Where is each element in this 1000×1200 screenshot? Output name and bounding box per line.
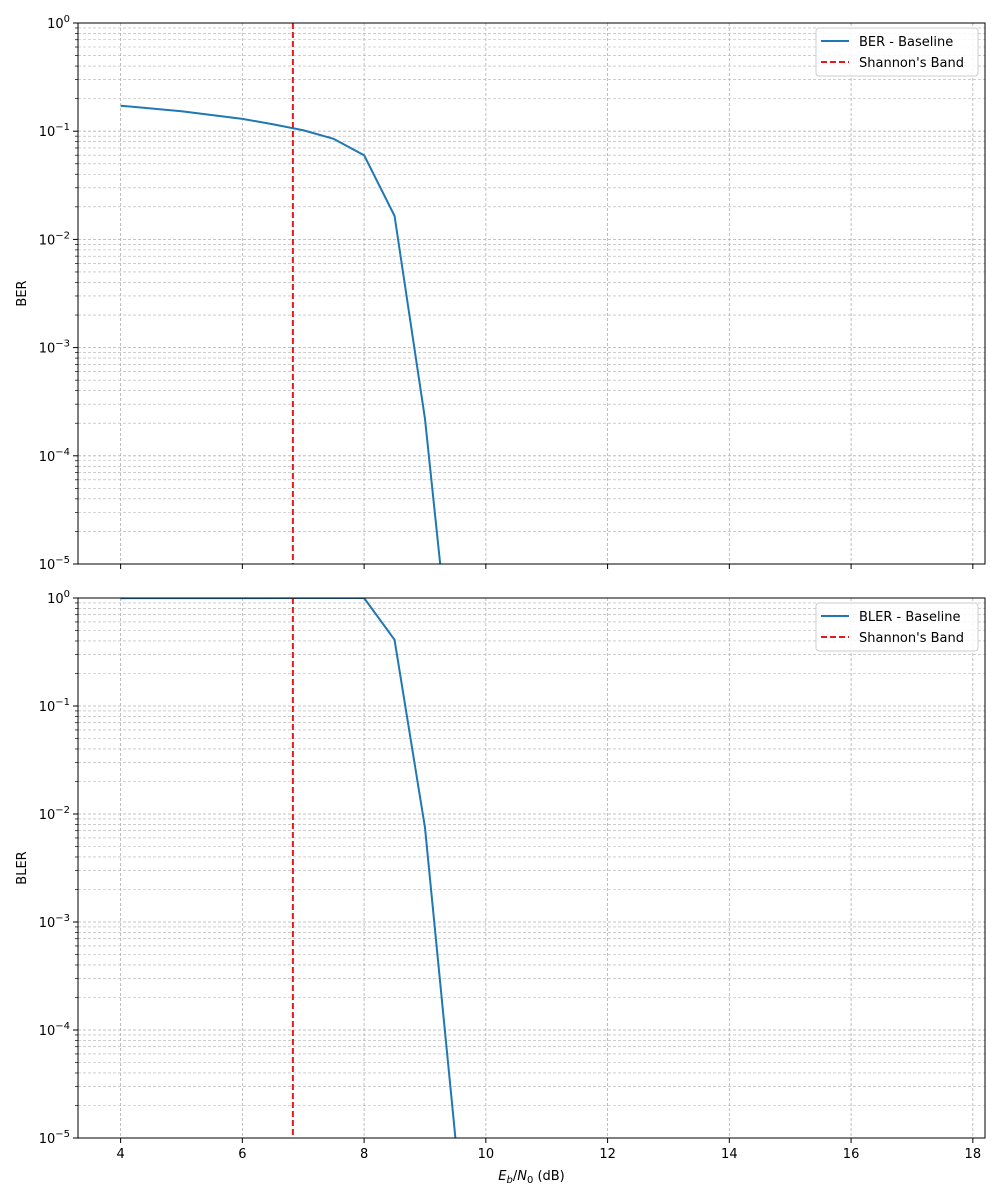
x-axis (120, 564, 974, 569)
grid (78, 22, 985, 565)
y-tick-label: 10−4 (39, 447, 70, 465)
y-tick-label: 100 (47, 14, 70, 32)
grid (78, 597, 985, 1139)
axes-frame (77, 597, 986, 1139)
legend-box (815, 602, 979, 652)
plot-area (120, 598, 457, 1138)
legend-label: BLER - Baseline (859, 610, 960, 625)
series-line (120, 598, 457, 1138)
y-tick-label: 10−2 (39, 805, 70, 823)
legend: BER - Baseline Shannon's Band (815, 27, 979, 77)
y-tick-label: 100 (47, 589, 70, 607)
x-tick-label: 10 (478, 1147, 495, 1162)
y-axis: 10−5 10−4 10−3 10−2 10−1 100 (39, 589, 78, 1147)
x-tick-label: 14 (721, 1147, 738, 1162)
legend-box (815, 27, 979, 77)
y-tick-label: 10−5 (39, 1129, 70, 1147)
series-line (120, 104, 442, 564)
legend: BLER - Baseline Shannon's Band (815, 602, 979, 652)
legend-label: BER - Baseline (859, 35, 953, 50)
y-axis: 10−5 10−4 10−3 10−2 10−1 100 (39, 14, 78, 573)
x-tick-label: 6 (238, 1147, 246, 1162)
bler-panel: 10−5 10−4 10−3 10−2 10−1 100 4 6 8 10 12 14 16 18 BLER… (15, 589, 986, 1186)
y-tick-label: 10−3 (39, 339, 70, 357)
x-tick-label: 18 (965, 1147, 982, 1162)
y-tick-label: 10−5 (39, 555, 70, 573)
plot-area (120, 23, 442, 564)
y-tick-label: 10−2 (39, 230, 70, 248)
x-tick-label: 12 (599, 1147, 616, 1162)
x-tick-label: 16 (843, 1147, 860, 1162)
y-tick-label: 10−3 (39, 913, 70, 931)
y-tick-label: 10−1 (39, 122, 70, 140)
y-axis-label: BER (15, 280, 30, 306)
x-axis-label: Eb/N0 (dB) (498, 1169, 565, 1186)
axes-frame (77, 22, 986, 565)
ber-panel: 10−5 10−4 10−3 10−2 10−1 100 BER BER - Baseline… (15, 14, 986, 573)
x-axis: 4 6 8 10 12 14 16 18 (116, 1138, 981, 1162)
legend-label: Shannon's Band (859, 56, 964, 71)
x-tick-label: 4 (116, 1147, 124, 1162)
y-axis-label: BLER (15, 851, 30, 884)
legend-label: Shannon's Band (859, 631, 964, 646)
x-tick-label: 8 (360, 1147, 368, 1162)
y-tick-label: 10−4 (39, 1021, 70, 1039)
y-tick-label: 10−1 (39, 697, 70, 715)
